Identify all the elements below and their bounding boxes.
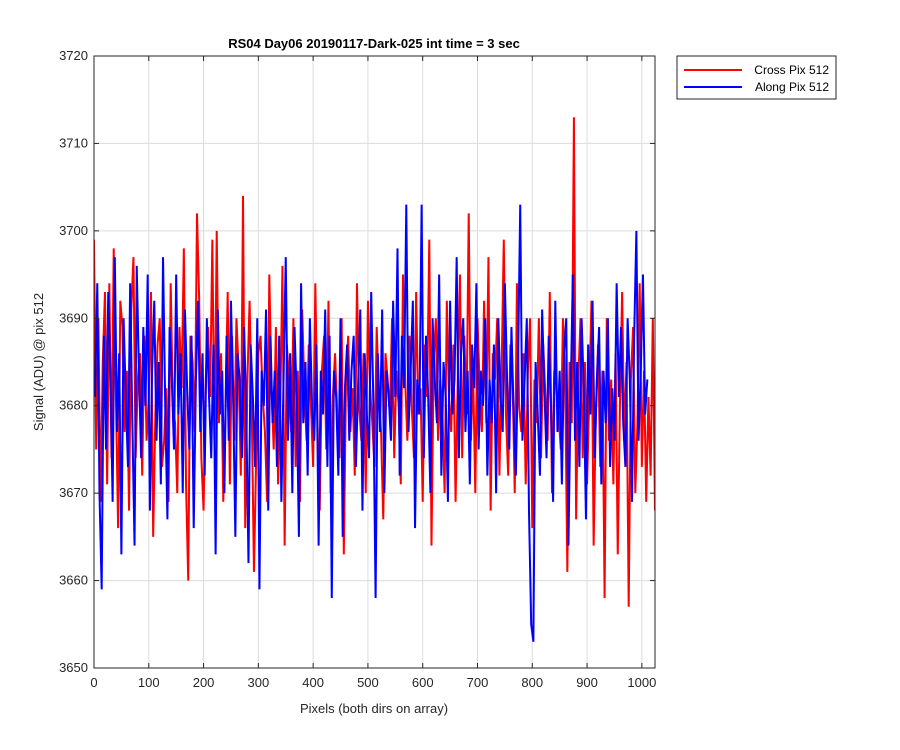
y-tick-label: 3700: [59, 223, 88, 238]
x-tick-label: 900: [576, 675, 598, 690]
legend-box: [676, 55, 837, 100]
y-tick-label: 3720: [59, 48, 88, 63]
x-tick-label: 600: [412, 675, 434, 690]
legend-label-along: Along Pix 512: [755, 80, 829, 94]
x-tick-label: 400: [302, 675, 324, 690]
x-tick-label: 1000: [627, 675, 656, 690]
y-tick-label: 3710: [59, 135, 88, 150]
chart-title: RS04 Day06 20190117-Dark-025 int time = …: [228, 36, 520, 51]
legend[interactable]: Cross Pix 512 Along Pix 512: [676, 55, 837, 100]
x-tick-label: 0: [90, 675, 97, 690]
y-axis-label: Signal (ADU) @ pix 512: [31, 293, 46, 431]
plot-frame: [93, 55, 656, 669]
series-line-along-pix-512: [94, 204, 649, 642]
x-tick-label: 700: [467, 675, 489, 690]
series-layer: [94, 117, 655, 642]
y-tick-label: 3670: [59, 485, 88, 500]
legend-label-cross: Cross Pix 512: [754, 63, 829, 77]
y-tick-label: 3650: [59, 660, 88, 675]
axis-ticks: 0 100 200 300 400 500 600 700 800 900 1000 3650 3660…: [59, 48, 656, 690]
y-tick-label: 3690: [59, 310, 88, 325]
y-tick-label: 3660: [59, 573, 88, 588]
series-line-cross-pix-512: [94, 117, 655, 607]
x-tick-label: 500: [357, 675, 379, 690]
x-tick-label: 200: [193, 675, 215, 690]
y-tick-label: 3680: [59, 398, 88, 413]
x-tick-label: 300: [248, 675, 270, 690]
x-tick-label: 100: [138, 675, 160, 690]
x-axis-label: Pixels (both dirs on array): [300, 701, 448, 716]
x-tick-label: 800: [521, 675, 543, 690]
